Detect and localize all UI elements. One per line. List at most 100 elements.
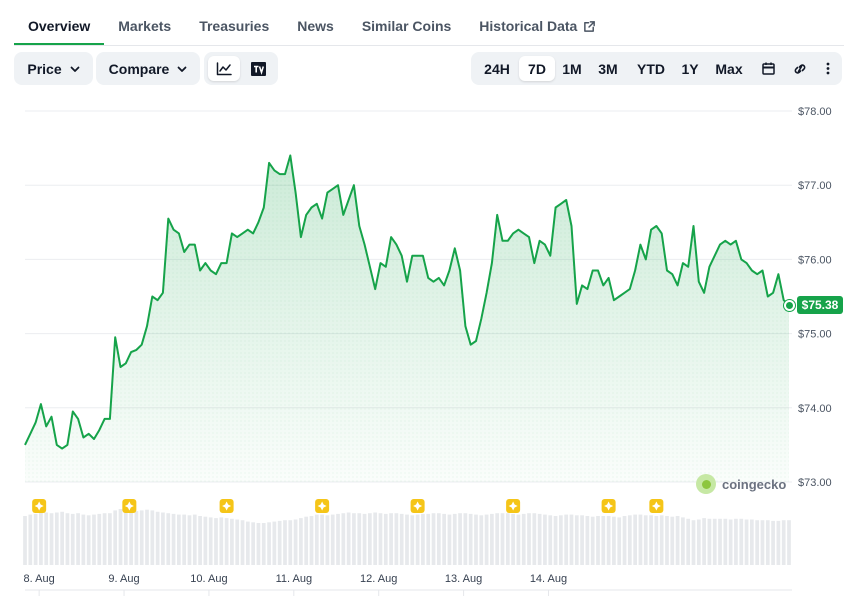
volume-bar <box>256 523 261 565</box>
coingecko-watermark: coingecko <box>696 474 786 494</box>
link-icon <box>794 63 806 74</box>
volume-bar <box>341 513 346 565</box>
news-marker-icon[interactable] <box>315 499 330 513</box>
line-chart-icon <box>216 61 232 75</box>
volume-bar <box>336 513 340 565</box>
price-chart[interactable]: $78.00 $77.00 $76.00 $75.00 $74.00 $73.00 8. … <box>0 96 859 596</box>
volume-bar <box>208 517 213 565</box>
volume-bar <box>691 520 696 565</box>
volume-bar <box>288 520 293 565</box>
news-marker-icon[interactable] <box>122 499 137 513</box>
volume-bar <box>744 519 749 565</box>
volume-bar <box>617 517 622 565</box>
volume-bar <box>383 513 388 565</box>
x-axis: 8. Aug 9. Aug 10. Aug 11. Aug 12. Aug 13. Aug… <box>24 573 792 596</box>
volume-bar <box>750 519 754 565</box>
line-chart-button[interactable] <box>208 56 240 81</box>
volume-bar <box>654 516 659 565</box>
volume-bar <box>431 513 436 565</box>
tab-overview[interactable]: Overview <box>14 18 105 45</box>
volume-bar <box>293 519 298 565</box>
current-price-label: $75.38 <box>797 296 843 314</box>
tab-markets[interactable]: Markets <box>118 18 172 34</box>
volume-bar <box>707 518 712 565</box>
volume-bar <box>251 522 255 565</box>
volume-bar <box>718 518 722 565</box>
volume-bar <box>559 515 563 565</box>
news-marker-icon[interactable] <box>410 499 425 513</box>
volume-bar <box>54 512 59 565</box>
volume-bar <box>44 512 49 565</box>
volume-bar <box>415 514 420 565</box>
volume-bar <box>659 515 664 565</box>
price-line <box>24 154 790 450</box>
tab-historical-data[interactable]: Historical Data <box>465 18 610 45</box>
volume-bar <box>776 520 781 565</box>
volume-bar <box>755 520 760 565</box>
date-range-button[interactable] <box>755 56 781 81</box>
volume-bar <box>787 520 791 565</box>
y-tick-label: $74.00 <box>798 403 832 415</box>
compare-dropdown[interactable]: Compare <box>96 52 200 85</box>
volume-bar <box>139 510 144 565</box>
tab-historical-data-label: Historical Data <box>479 18 578 34</box>
volume-bar <box>627 515 632 565</box>
volume-bar <box>113 510 118 565</box>
volume-bar <box>182 514 187 565</box>
tab-similar-coins[interactable]: Similar Coins <box>361 18 452 34</box>
y-tick-label: $77.00 <box>798 180 832 192</box>
price-dropdown[interactable]: Price <box>14 52 93 85</box>
range-3m-button[interactable]: 3M <box>598 60 618 77</box>
volume-bar <box>65 513 70 565</box>
volume-bar <box>564 514 569 565</box>
range-1y-button[interactable]: 1Y <box>681 60 699 77</box>
volume-bar <box>378 513 383 565</box>
volume-bar <box>463 513 468 565</box>
more-options-button[interactable] <box>815 56 841 81</box>
volume-bar <box>362 513 367 565</box>
area-texture <box>25 155 789 482</box>
share-link-button[interactable] <box>787 56 813 81</box>
volume-bar <box>601 516 606 565</box>
range-7d-button[interactable]: 7D <box>519 56 555 81</box>
news-marker-icon[interactable] <box>649 499 664 513</box>
volume-bar <box>739 518 744 565</box>
volume-bar <box>670 516 675 565</box>
volume-bar <box>771 520 775 565</box>
volume-bar <box>171 513 176 565</box>
news-marker-icon[interactable] <box>32 499 47 513</box>
volume-bar <box>447 514 452 565</box>
volume-bar <box>277 520 282 565</box>
volume-bar <box>309 516 314 565</box>
range-24h-button[interactable]: 24H <box>484 60 510 77</box>
volume-bar <box>468 513 473 565</box>
range-max-button[interactable]: Max <box>715 60 743 77</box>
volume-bar <box>580 515 584 565</box>
volume-bar <box>649 515 653 565</box>
volume-bar <box>28 514 33 565</box>
volume-bar <box>500 513 505 565</box>
tab-news[interactable]: News <box>297 18 334 34</box>
volume-bar <box>728 519 733 565</box>
volume-bar <box>60 511 64 565</box>
volume-bar <box>346 512 351 565</box>
range-ytd-button[interactable]: YTD <box>637 60 665 77</box>
tab-treasuries[interactable]: Treasuries <box>199 18 270 34</box>
volume-bar <box>505 513 510 565</box>
volume-bar <box>102 513 107 565</box>
volume-bar <box>665 516 669 565</box>
volume-bar <box>230 518 234 565</box>
news-marker-icon[interactable] <box>601 499 616 513</box>
volume-bar <box>325 515 330 565</box>
volume-bar <box>240 520 245 565</box>
range-1m-button[interactable]: 1M <box>562 60 582 77</box>
volume-bar <box>781 520 786 565</box>
volume-bars <box>23 509 791 565</box>
news-marker-icon[interactable] <box>506 499 521 513</box>
volume-bar <box>92 514 96 565</box>
volume-bar <box>352 513 356 565</box>
tradingview-button[interactable] <box>242 56 274 81</box>
volume-bar <box>177 514 181 565</box>
volume-bar <box>70 513 75 565</box>
news-marker-icon[interactable] <box>219 499 234 513</box>
